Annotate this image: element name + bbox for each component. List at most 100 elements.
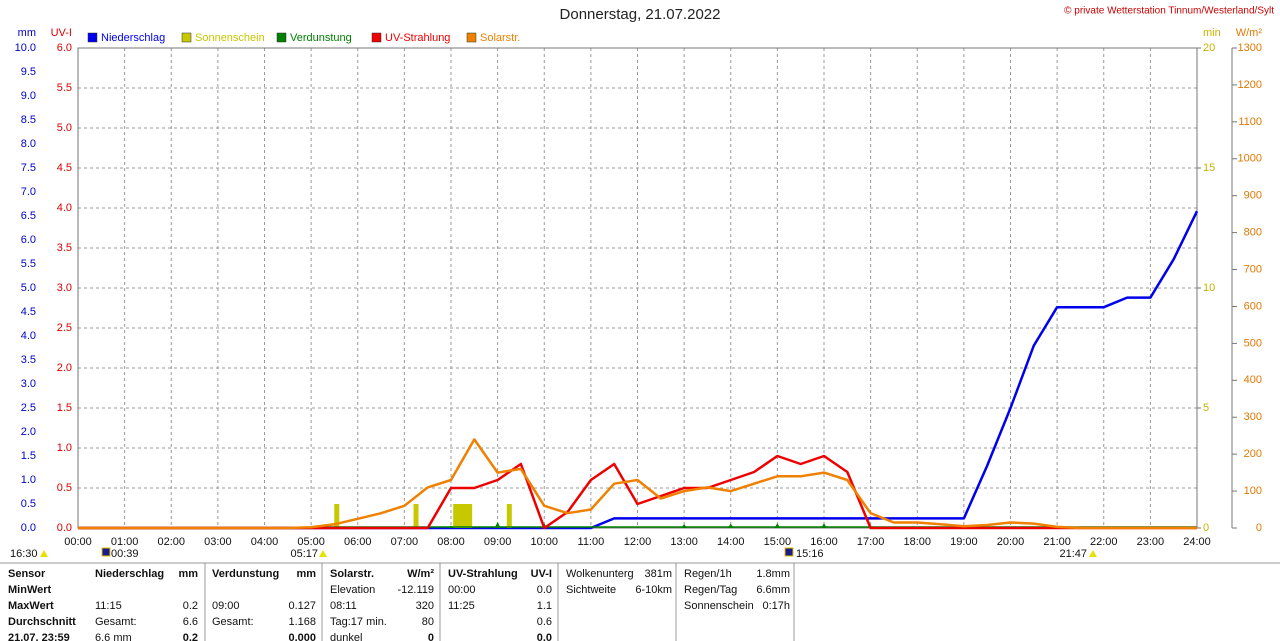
legend-label: Sonnenschein [195,32,265,44]
legend-swatch [466,32,477,43]
marker [727,523,734,528]
y-tick-label: 5 [1203,402,1209,414]
y-tick-label: 7.0 [21,186,36,198]
x-tick-label: 15:00 [764,536,792,548]
x-tick-label: 06:00 [344,536,372,548]
stats-cell: W/m² [407,568,434,580]
legend-swatch [371,32,382,43]
legend-label: Verdunstung [290,32,352,44]
y-tick-label: 6.5 [21,210,36,222]
axis-unit: mm [18,27,36,39]
x-tick-label: 03:00 [204,536,232,548]
stats-cell: 6.6 [183,616,198,628]
stats-cell: 09:00 [212,600,240,612]
x-tick-label: 02:00 [157,536,185,548]
stats-cell: Durchschnitt [8,616,76,628]
y-tick-label: 500 [1244,337,1262,349]
y-tick-label: 1.5 [21,450,36,462]
y-tick-label: 300 [1244,411,1262,423]
sun-icon [1089,550,1097,557]
y-tick-label: 4.0 [57,202,72,214]
y-tick-label: 2.5 [57,322,72,334]
y-tick-label: 1000 [1238,153,1262,165]
stats-cell: 08:11 [330,600,357,612]
marker [681,524,688,528]
stats-cell: Elevation [330,584,375,596]
x-tick-label: 23:00 [1137,536,1165,548]
x-tick-label: 12:00 [624,536,652,548]
x-tick-label: 10:00 [530,536,558,548]
series-line [78,438,1197,530]
sun-icon [319,550,327,557]
y-tick-label: 5.5 [21,258,36,270]
stats-cell: 1.1 [537,600,552,612]
y-tick-label: 800 [1244,227,1262,239]
stats-cell: -12.119 [398,584,435,596]
stats-cell: Gesamt: [95,616,137,628]
x-tick-label: 22:00 [1090,536,1118,548]
stats-cell: 381m [644,568,672,580]
x-tick-label: 14:00 [717,536,745,548]
moon-icon [784,547,794,557]
stats-cell: 11:25 [448,600,475,612]
annotation: 00:39 [111,548,139,560]
stats-cell: Sonnenschein [684,600,754,612]
y-tick-label: 6.0 [21,234,36,246]
x-tick-label: 19:00 [950,536,978,548]
stats-cell: 21.07. 23:59 [8,632,70,641]
axis-unit: min [1203,27,1221,39]
y-tick-label: 1100 [1238,116,1262,128]
x-tick-label: 00:00 [64,536,92,548]
stats-cell: MaxWert [8,600,54,612]
y-tick-label: 9.0 [21,90,36,102]
y-tick-label: 600 [1244,300,1262,312]
y-tick-label: 0.0 [21,522,36,534]
x-tick-label: 07:00 [391,536,419,548]
legend-label: UV-Strahlung [385,32,450,44]
y-tick-label: 3.5 [57,242,72,254]
y-tick-label: 400 [1244,374,1262,386]
x-tick-label: 20:00 [997,536,1025,548]
stats-cell: 0.0 [537,584,552,596]
marker [494,521,501,528]
stats-cell: UV-Strahlung [448,568,518,580]
stats-cell: 1.8mm [756,568,790,580]
x-tick-label: 09:00 [484,536,512,548]
x-tick-label: 05:00 [297,536,325,548]
stats-cell: 0 [428,632,434,641]
y-tick-label: 3.5 [21,354,36,366]
stats-cell: 6.6 mm [95,632,132,641]
x-tick-label: 08:00 [437,536,465,548]
stats-cell: Sichtweite [566,584,616,596]
x-tick-label: 24:00 [1183,536,1211,548]
y-tick-label: 15 [1203,162,1215,174]
y-tick-label: 8.5 [21,114,36,126]
chart-title: Donnerstag, 21.07.2022 [560,6,721,23]
x-tick-label: 18:00 [903,536,931,548]
y-tick-label: 10.0 [15,42,36,54]
bar [457,504,463,528]
stats-cell: Niederschlag [95,568,164,580]
y-tick-label: 100 [1244,485,1262,497]
moon-icon [101,547,111,557]
legend-swatch [87,32,98,43]
x-tick-label: 16:00 [810,536,838,548]
stats-cell: 0.2 [183,632,198,641]
stats-cell: dunkel [330,632,362,641]
stats-cell: 320 [416,600,434,612]
bar [506,504,512,528]
stats-cell: mm [178,568,198,580]
stats-cell: Regen/1h [684,568,732,580]
marker [774,523,781,528]
x-tick-label: 13:00 [670,536,698,548]
bar [467,504,473,528]
stats-cell: 0.000 [288,632,316,641]
bar [462,504,468,528]
stats-cell: Gesamt: [212,616,254,628]
sun-icon [40,550,48,557]
stats-cell: mm [296,568,316,580]
stats-cell: 1.168 [288,616,316,628]
stats-cell: UV-I [531,568,552,580]
